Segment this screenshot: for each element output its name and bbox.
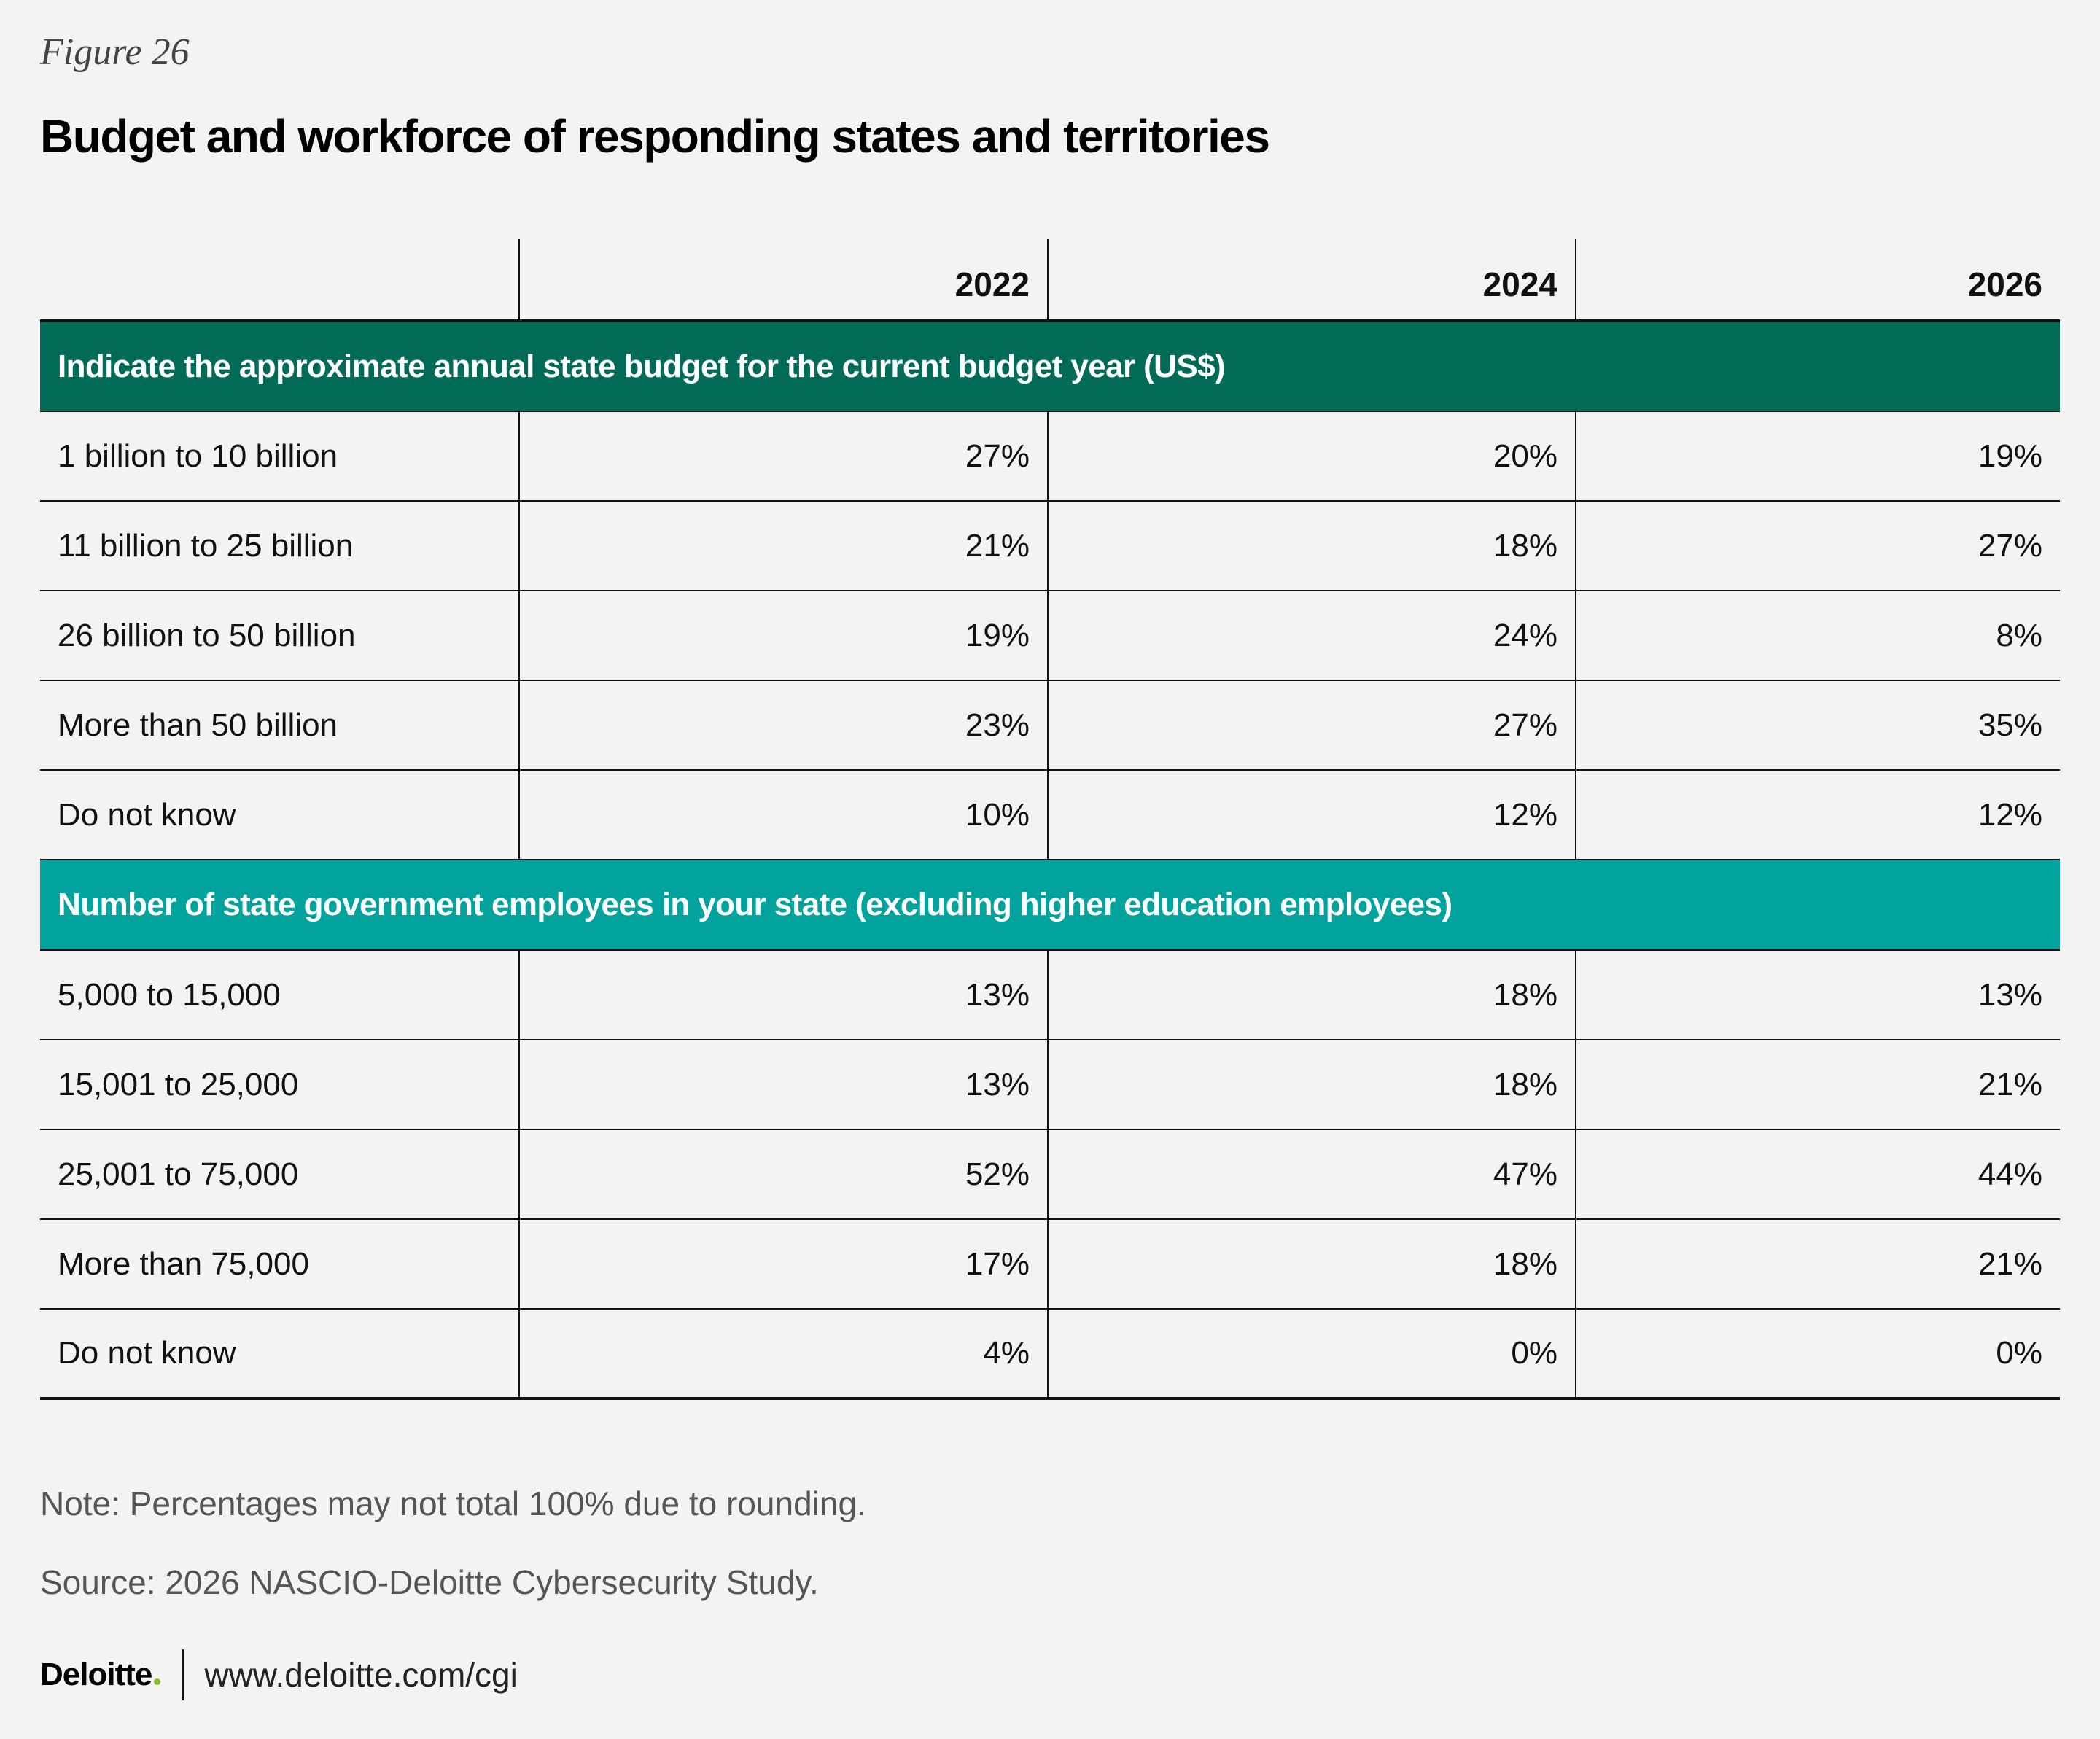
- cell-value: 19%: [1575, 411, 2060, 502]
- row-label: 11 billion to 25 billion: [40, 501, 519, 591]
- cell-value: 8%: [1575, 591, 2060, 681]
- deloitte-logo: Deloitte: [40, 1657, 161, 1693]
- table-row: 26 billion to 50 billion 19% 24% 8%: [40, 591, 2060, 681]
- footer-url-link[interactable]: www.deloitte.com/cgi: [204, 1656, 518, 1694]
- cell-value: 10%: [518, 770, 1048, 860]
- cell-value: 21%: [518, 501, 1048, 591]
- table-row: 11 billion to 25 billion 21% 18% 27%: [40, 501, 2060, 591]
- table-row: Do not know 10% 12% 12%: [40, 770, 2060, 860]
- table-row: More than 75,000 17% 18% 21%: [40, 1219, 2060, 1310]
- header-row: 2022 2024 2026: [40, 239, 2060, 322]
- table-row: 15,001 to 25,000 13% 18% 21%: [40, 1040, 2060, 1130]
- row-label: Do not know: [40, 1309, 519, 1400]
- cell-value: 13%: [1575, 950, 2060, 1040]
- cell-value: 12%: [1047, 770, 1576, 860]
- header-blank-cell: [40, 239, 519, 322]
- cell-value: 13%: [518, 1040, 1048, 1130]
- row-label: More than 50 billion: [40, 680, 519, 771]
- cell-value: 47%: [1047, 1129, 1576, 1220]
- cell-value: 27%: [1575, 501, 2060, 591]
- figure-label: Figure 26: [40, 31, 190, 73]
- row-label: 25,001 to 75,000: [40, 1129, 519, 1220]
- footer: Deloitte www.deloitte.com/cgi: [40, 1649, 518, 1700]
- cell-value: 18%: [1047, 501, 1576, 591]
- section-heading-row: Indicate the approximate annual state bu…: [40, 321, 2060, 412]
- table-row: 1 billion to 10 billion 27% 20% 19%: [40, 411, 2060, 502]
- table-row: More than 50 billion 23% 27% 35%: [40, 680, 2060, 771]
- table-body: Indicate the approximate annual state bu…: [40, 321, 2060, 1400]
- cell-value: 21%: [1575, 1040, 2060, 1130]
- cell-value: 0%: [1575, 1309, 2060, 1400]
- logo-text: Deloitte: [40, 1657, 152, 1692]
- cell-value: 35%: [1575, 680, 2060, 771]
- column-header: 2024: [1047, 239, 1576, 322]
- row-label: 26 billion to 50 billion: [40, 591, 519, 681]
- cell-value: 27%: [1047, 680, 1576, 771]
- row-label: 1 billion to 10 billion: [40, 411, 519, 502]
- note-text: Note: Percentages may not total 100% due…: [40, 1485, 866, 1522]
- cell-value: 44%: [1575, 1129, 2060, 1220]
- section-heading: Number of state government employees in …: [40, 860, 2060, 951]
- row-label: 5,000 to 15,000: [40, 950, 519, 1040]
- cell-value: 13%: [518, 950, 1048, 1040]
- cell-value: 18%: [1047, 1040, 1576, 1130]
- footer-divider: [182, 1649, 184, 1700]
- cell-value: 18%: [1047, 1219, 1576, 1310]
- data-table: 2022 2024 2026 Indicate the approximate …: [40, 239, 2060, 1400]
- table-row: Do not know 4% 0% 0%: [40, 1309, 2060, 1400]
- cell-value: 21%: [1575, 1219, 2060, 1310]
- cell-value: 18%: [1047, 950, 1576, 1040]
- row-label: 15,001 to 25,000: [40, 1040, 519, 1130]
- table-row: 25,001 to 75,000 52% 47% 44%: [40, 1129, 2060, 1220]
- source-text: Source: 2026 NASCIO-Deloitte Cybersecuri…: [40, 1563, 819, 1601]
- cell-value: 4%: [518, 1309, 1048, 1400]
- cell-value: 52%: [518, 1129, 1048, 1220]
- cell-value: 0%: [1047, 1309, 1576, 1400]
- cell-value: 24%: [1047, 591, 1576, 681]
- cell-value: 20%: [1047, 411, 1576, 502]
- table-row: 5,000 to 15,000 13% 18% 13%: [40, 950, 2060, 1040]
- chart-title: Budget and workforce of responding state…: [40, 110, 1270, 163]
- column-header: 2022: [518, 239, 1048, 322]
- cell-value: 19%: [518, 591, 1048, 681]
- column-header: 2026: [1575, 239, 2060, 322]
- cell-value: 12%: [1575, 770, 2060, 860]
- logo-dot-icon: [154, 1678, 161, 1685]
- cell-value: 17%: [518, 1219, 1048, 1310]
- section-heading-row: Number of state government employees in …: [40, 860, 2060, 951]
- cell-value: 27%: [518, 411, 1048, 502]
- row-label: Do not know: [40, 770, 519, 860]
- cell-value: 23%: [518, 680, 1048, 771]
- section-heading: Indicate the approximate annual state bu…: [40, 321, 2060, 412]
- row-label: More than 75,000: [40, 1219, 519, 1310]
